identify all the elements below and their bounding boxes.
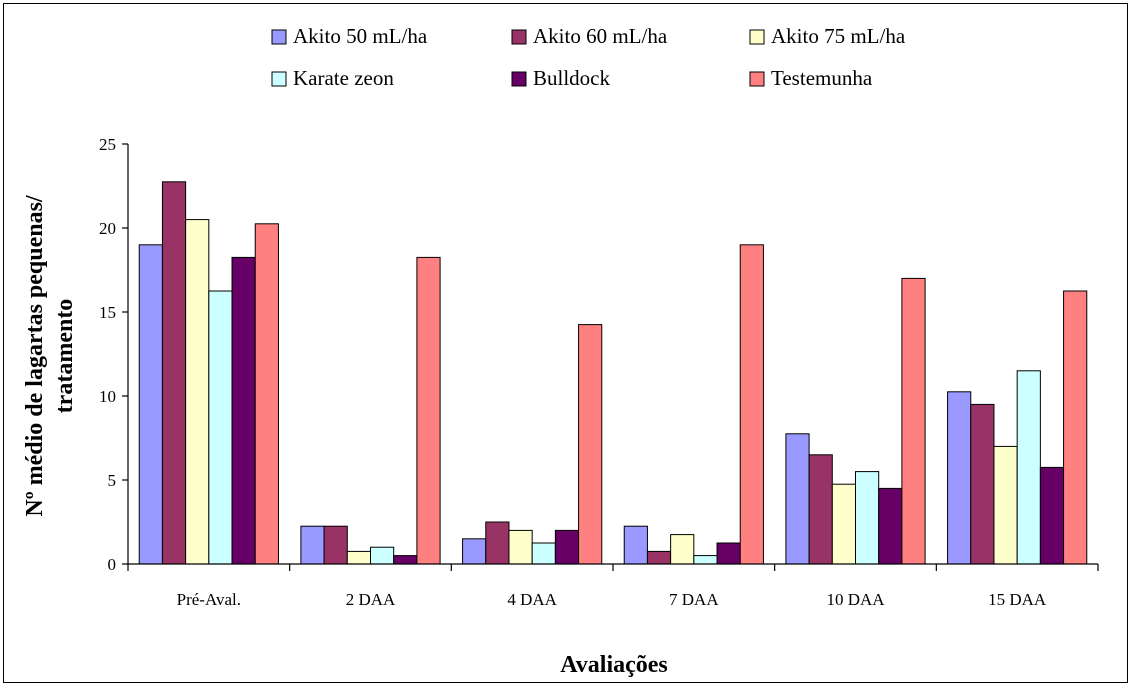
legend-swatch-6 [749, 71, 765, 87]
bar-3-6 [993, 445, 1018, 565]
legend-label-2: Akito 60 mL/ha [533, 24, 668, 48]
bar-6-3 [578, 324, 603, 565]
legend-label-1: Akito 50 mL/ha [293, 24, 428, 48]
bar-4-5 [855, 471, 880, 565]
bar-1-5 [785, 433, 810, 565]
y-tick-label-2: 10 [99, 387, 116, 406]
bar-3-1 [185, 219, 210, 565]
legend-swatch-5 [511, 71, 527, 87]
bar-1-1 [138, 244, 163, 565]
x-tick-label-6: 15 DAA [988, 590, 1047, 609]
bar-4-6 [1016, 370, 1041, 565]
legend-label-4: Karate zeon [293, 66, 394, 90]
y-axis: 0 5 10 15 20 25 [99, 135, 129, 574]
bar-4-3 [531, 542, 556, 565]
bar-5-6 [1039, 466, 1065, 565]
y-tick-label-3: 15 [99, 303, 116, 322]
bar-4-2 [370, 546, 395, 565]
bar-3-2 [346, 550, 371, 565]
bar-2-4 [646, 550, 672, 565]
bar-5-4 [716, 542, 741, 565]
x-axis: Pré-Aval. 2 DAA 4 DAA 7 DAA 10 DAA 15 DAA [127, 563, 1099, 609]
bar-2-3 [485, 521, 510, 565]
bar-2-5 [808, 454, 833, 565]
x-axis-title: Avaliações [560, 652, 668, 678]
legend-swatch-2 [511, 29, 527, 45]
x-tick-label-4: 7 DAA [669, 590, 719, 609]
chart-frame [3, 3, 1128, 683]
legend-swatch-1 [271, 29, 287, 45]
bar-6-2 [416, 256, 441, 565]
bar-1-4 [623, 525, 648, 565]
bar-2-1 [161, 181, 187, 565]
bar-6-4 [739, 244, 764, 565]
legend-swatch-4 [271, 71, 287, 87]
bar-6-1 [254, 223, 279, 565]
bar-1-6 [947, 391, 972, 565]
legend-label-3: Akito 75 mL/ha [771, 24, 906, 48]
bar-1-3 [462, 538, 487, 565]
x-tick-label-2: 2 DAA [346, 590, 396, 609]
y-tick-label-4: 20 [99, 219, 116, 238]
x-tick-label-1: Pré-Aval. [177, 590, 241, 609]
bar-4-1 [208, 290, 233, 565]
y-tick-label-0: 0 [108, 555, 117, 574]
y-tick-label-1: 5 [108, 471, 117, 490]
bar-2-6 [970, 403, 995, 565]
bar-1-2 [300, 525, 325, 565]
y-axis-title: Nº médio de lagartas pequenas/ tratament… [22, 195, 78, 517]
legend: Akito 50 mL/ha Akito 60 mL/ha Akito 75 mL/… [271, 24, 906, 90]
bar-2-2 [323, 525, 348, 565]
bar-5-3 [554, 529, 580, 565]
y-tick-label-5: 25 [99, 135, 116, 154]
bar-5-5 [878, 487, 903, 565]
y-axis-title-line-1: Nº médio de lagartas pequenas/ [22, 195, 48, 517]
legend-swatch-3 [749, 29, 765, 45]
bar-3-5 [831, 483, 856, 565]
x-tick-label-3: 4 DAA [507, 590, 557, 609]
bar-3-4 [670, 534, 695, 565]
bar-4-4 [693, 555, 718, 565]
bar-3-3 [508, 529, 533, 565]
bar-6-6 [1063, 290, 1088, 565]
bars [138, 181, 1088, 565]
bar-6-5 [901, 277, 926, 565]
x-tick-label-5: 10 DAA [826, 590, 885, 609]
y-axis-title-line-2: tratamento [52, 299, 78, 414]
bar-5-2 [393, 555, 418, 565]
bar-5-1 [231, 256, 256, 565]
legend-label-5: Bulldock [533, 66, 610, 90]
legend-label-6: Testemunha [771, 66, 873, 90]
